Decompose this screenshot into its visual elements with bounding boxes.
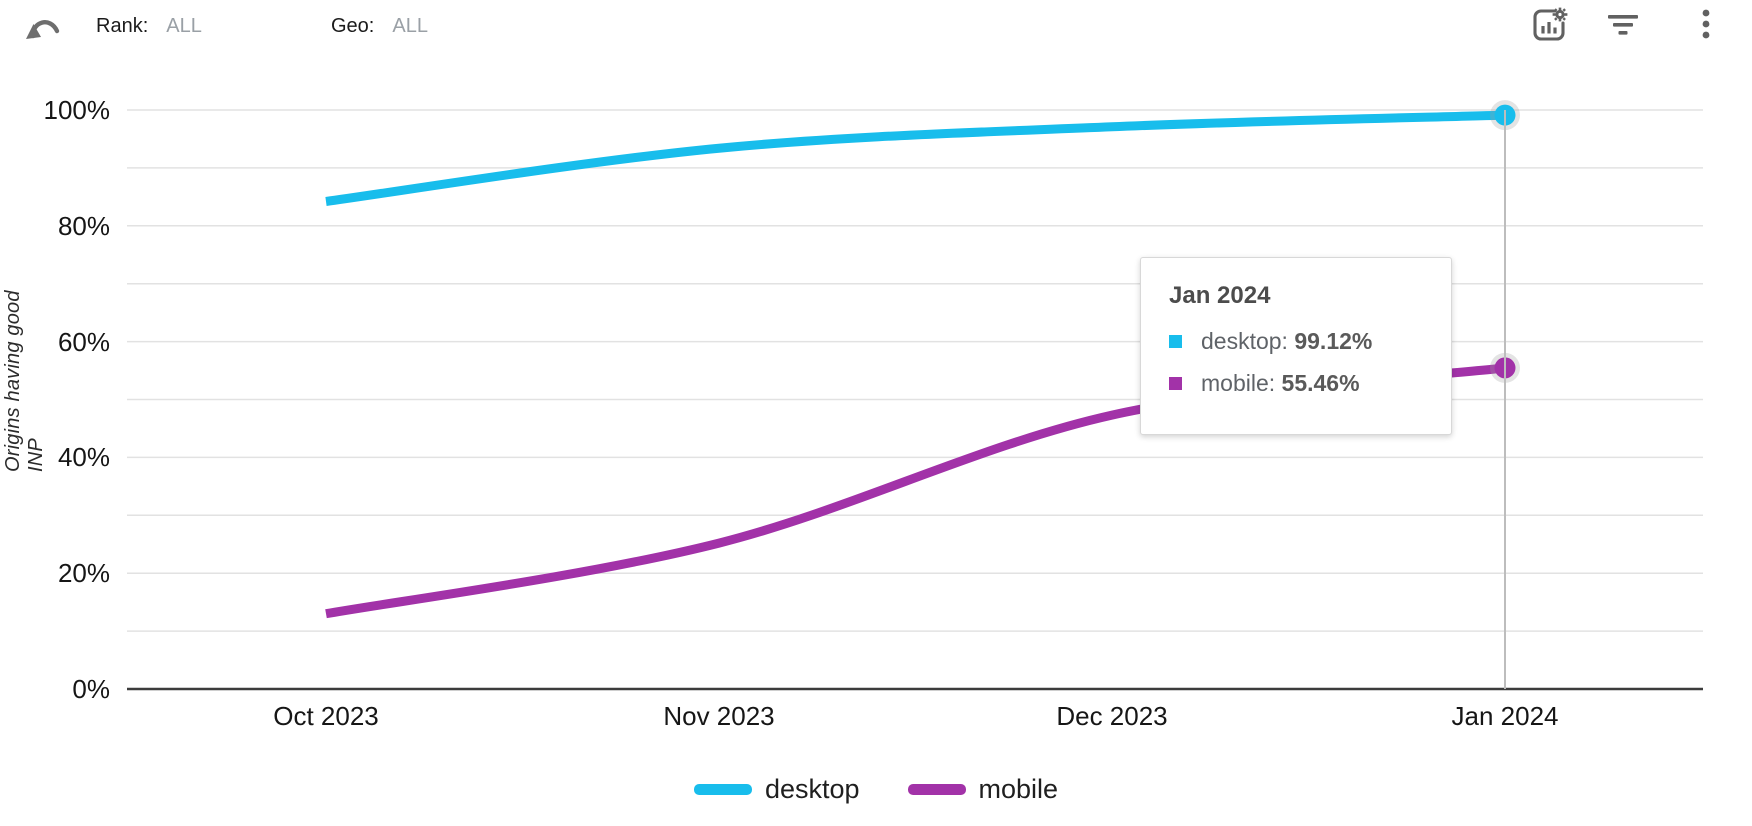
- filter-button[interactable]: [1601, 4, 1645, 48]
- series-line-desktop: [325, 110, 1506, 206]
- chart-settings-button[interactable]: [1527, 4, 1571, 48]
- rank-filter: Rank: ALL: [96, 11, 202, 41]
- tooltip-row: desktop: 99.12%: [1169, 328, 1431, 355]
- chart-tooltip: Jan 2024 desktop: 99.12% mobile: 55.46%: [1140, 257, 1452, 435]
- x-tick-label: Oct 2023: [273, 701, 379, 731]
- rank-value[interactable]: ALL: [166, 15, 202, 37]
- tooltip-series-value: mobile: 55.46%: [1201, 370, 1360, 396]
- tooltip-series-swatch: [1169, 335, 1182, 348]
- filter-icon: [1606, 11, 1640, 42]
- legend-swatch: [907, 783, 966, 795]
- legend-swatch: [693, 783, 752, 795]
- x-tick-label: Nov 2023: [663, 701, 775, 731]
- toolbar: Rank: ALL Geo: ALL: [0, 0, 1752, 56]
- legend-item-mobile: mobile: [907, 773, 1059, 805]
- y-tick-label: 100%: [43, 95, 111, 125]
- y-tick-label: 60%: [57, 326, 110, 357]
- geo-label: Geo:: [331, 15, 375, 37]
- x-tick-label: Dec 2023: [1056, 701, 1168, 731]
- y-tick-label: 40%: [57, 442, 110, 473]
- undo-icon: [23, 9, 61, 48]
- y-tick-label: 20%: [57, 558, 110, 589]
- undo-button[interactable]: [20, 6, 64, 50]
- geo-filter: Geo: ALL: [331, 11, 428, 41]
- legend-item-desktop: desktop: [693, 773, 860, 805]
- tooltip-series-value: desktop: 99.12%: [1201, 328, 1373, 354]
- legend-label: desktop: [764, 773, 860, 804]
- chart-settings-icon: [1528, 4, 1570, 49]
- more-vertical-icon: [1701, 8, 1711, 45]
- tooltip-title: Jan 2024: [1169, 282, 1271, 309]
- y-tick-label: 0%: [72, 674, 110, 704]
- tooltip-series-swatch: [1169, 377, 1182, 390]
- legend-label: mobile: [978, 773, 1059, 804]
- menu-button[interactable]: [1684, 4, 1728, 48]
- rank-label: Rank:: [96, 15, 149, 37]
- tooltip-row: mobile: 55.46%: [1169, 370, 1431, 397]
- x-tick-label: Jan 2024: [1451, 701, 1559, 731]
- chart-legend: desktop mobile: [0, 768, 1752, 810]
- y-tick-label: 80%: [57, 210, 110, 241]
- geo-value[interactable]: ALL: [392, 15, 428, 37]
